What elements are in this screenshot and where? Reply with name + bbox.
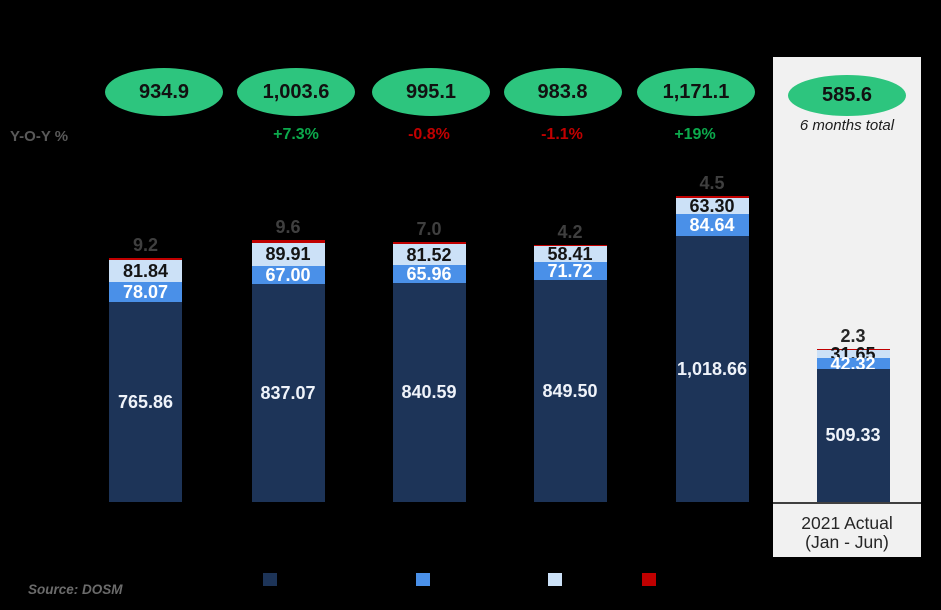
- total-oval: 995.1: [372, 68, 490, 116]
- total-oval: 1,003.6: [237, 68, 355, 116]
- panel-caption-line2: (Jan - Jun): [805, 532, 889, 552]
- bar-top-label: 9.2: [132, 234, 159, 255]
- bar-segment-light_blue: 58.41: [533, 245, 607, 263]
- legend-swatch-medium_blue: [416, 573, 430, 586]
- total-oval: 983.8: [503, 68, 622, 116]
- yoy-axis-label: Y-O-Y %: [10, 128, 69, 145]
- bar-segment-medium_blue: 65.96: [392, 265, 466, 283]
- bar-segment-navy: 837.07: [251, 283, 325, 502]
- bar-segment-red: [251, 240, 325, 243]
- stacked-bar: 81.52 65.96 840.59: [392, 242, 466, 502]
- yoy-value: +19%: [674, 126, 716, 143]
- bar-segment-medium_blue: 78.07: [109, 281, 182, 303]
- legend-swatch-navy: [263, 573, 277, 586]
- total-oval: 1,171.1: [637, 68, 755, 116]
- bar-segment-navy: 1,018.66: [675, 236, 749, 502]
- bar-segment-red: [109, 257, 182, 261]
- bar-segment-light_blue: 63.30: [675, 197, 749, 215]
- bar-segment-red: [533, 245, 607, 247]
- stacked-bar: 63.30 84.64 1,018.66: [675, 196, 749, 502]
- bar-segment-light_blue: 81.84: [109, 260, 182, 282]
- yoy-value: +7.3%: [273, 126, 319, 143]
- total-oval: 585.6: [788, 75, 906, 116]
- bar-segment-light_blue: 81.52: [392, 244, 466, 266]
- total-oval: 934.9: [105, 68, 223, 116]
- axis-baseline: [773, 502, 921, 504]
- bar-top-label: 4.2: [557, 222, 583, 243]
- bar-top-label: 9.6: [275, 217, 301, 238]
- bar-segment-light_blue: 89.91: [251, 242, 325, 267]
- bar-segment-medium_blue: 42.32: [816, 354, 890, 373]
- bar-top-label: 2.3: [840, 326, 866, 347]
- bar-segment-red: [816, 349, 890, 350]
- bar-segment-medium_blue: 84.64: [675, 214, 749, 237]
- stacked-bar: 31.65 42.32 509.33: [816, 345, 890, 502]
- bar-segment-navy: 509.33: [816, 369, 890, 502]
- bar-top-label: 4.5: [699, 173, 725, 194]
- yoy-value: -0.8%: [408, 126, 450, 143]
- bar-top-label: 7.0: [416, 219, 442, 240]
- bar-segment-navy: 840.59: [392, 282, 466, 502]
- panel-caption-line1: 2021 Actual: [801, 513, 893, 533]
- stacked-bar: 58.41 71.72 849.50: [533, 245, 607, 502]
- bar-segment-red: [675, 196, 749, 198]
- bar-segment-navy: 765.86: [109, 302, 182, 502]
- source-label: Source: DOSM: [28, 582, 123, 597]
- stacked-bar: 89.91 67.00 837.07: [251, 240, 325, 502]
- bar-segment-navy: 849.50: [533, 280, 607, 502]
- legend-swatch-light_blue: [548, 573, 562, 586]
- yoy-value: -1.1%: [541, 126, 583, 143]
- stacked-bar: 81.84 78.07 765.86: [109, 257, 182, 502]
- legend-swatch-red: [642, 573, 656, 586]
- bar-segment-red: [392, 242, 466, 245]
- panel-caption-2021: 2021 Actual (Jan - Jun): [773, 514, 921, 552]
- bar-segment-medium_blue: 67.00: [251, 266, 325, 284]
- six-months-total-note: 6 months total: [799, 117, 895, 134]
- bar-segment-medium_blue: 71.72: [533, 261, 607, 281]
